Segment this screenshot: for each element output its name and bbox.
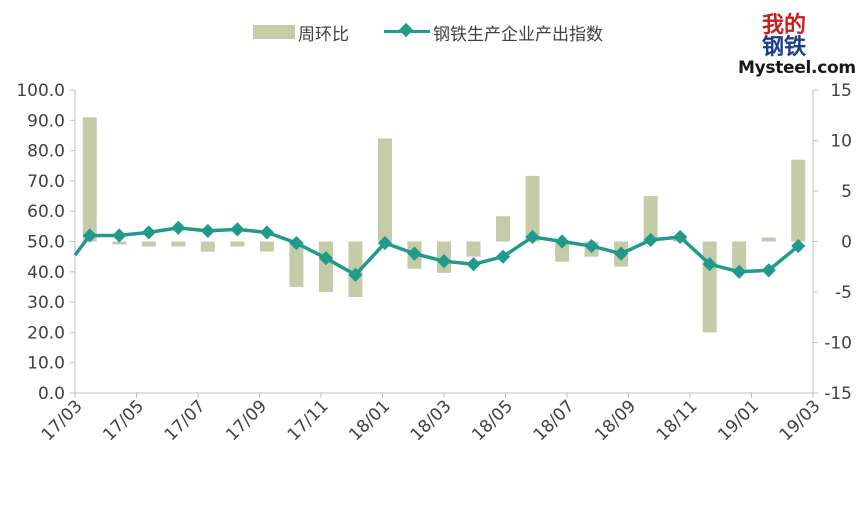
- x-tick-label-7: 18/05: [468, 396, 517, 445]
- axes: [70, 89, 818, 398]
- bar-21: [702, 241, 717, 333]
- bar-6: [259, 241, 274, 252]
- bar-14: [496, 216, 511, 242]
- line-point-2: [112, 228, 127, 243]
- x-tick-label-11: 19/01: [714, 396, 763, 445]
- line-point-23: [732, 264, 747, 279]
- line-point-17: [555, 234, 570, 249]
- bar-series: [82, 117, 806, 333]
- logo-en: Mysteel.com: [738, 58, 856, 78]
- bar-0: [82, 117, 97, 242]
- left-tick-label-7: 70.0: [27, 172, 65, 192]
- line-point-9: [318, 251, 333, 266]
- line-point-18: [584, 238, 599, 254]
- x-tick-label-3: 17/09: [222, 396, 271, 445]
- line-point-12: [407, 246, 422, 261]
- x-tick-label-2: 17/07: [161, 396, 210, 445]
- logo-cn-line1: 我的: [761, 12, 806, 38]
- line-point-7: [259, 225, 274, 240]
- x-tick-label-10: 18/11: [653, 396, 702, 445]
- legend-line-label: 钢铁生产企业产出指数: [433, 25, 603, 45]
- left-tick-label-1: 10.0: [27, 354, 65, 374]
- bar-2: [141, 241, 156, 247]
- line-point-4: [171, 220, 186, 235]
- bar-3: [171, 241, 186, 247]
- bar-16: [555, 241, 570, 262]
- right-tick-label-6: 15: [830, 81, 852, 101]
- left-tick-label-5: 50.0: [27, 233, 65, 253]
- x-tick-label-5: 18/01: [345, 396, 394, 445]
- bar-7: [289, 241, 304, 287]
- line-point-11: [377, 235, 393, 251]
- index-line: [73, 226, 800, 277]
- left-tick-label-10: 100.0: [16, 81, 65, 101]
- bar-13: [466, 241, 481, 257]
- x-tick-label-8: 18/07: [530, 396, 579, 445]
- bar-10: [377, 138, 392, 242]
- left-tick-label-2: 20.0: [27, 323, 65, 343]
- right-tick-label-1: -10: [824, 334, 852, 354]
- line-point-3: [141, 225, 156, 240]
- line-point-6: [230, 222, 245, 237]
- legend-bar-label: 周环比: [298, 25, 349, 45]
- line-point-24: [761, 263, 776, 278]
- bar-23: [761, 237, 776, 242]
- bar-24: [791, 159, 806, 242]
- bar-1: [112, 241, 127, 245]
- left-tick-label-4: 40.0: [27, 263, 65, 283]
- x-tick-label-6: 18/03: [407, 396, 456, 445]
- logo-cn: 我的 钢铁: [758, 14, 810, 58]
- left-tick-label-6: 60.0: [27, 202, 65, 222]
- right-tick-label-4: 5: [841, 182, 852, 202]
- bar-15: [525, 175, 540, 242]
- line-series: [73, 220, 806, 282]
- line-point-5: [200, 223, 215, 238]
- line-point-14: [466, 257, 481, 272]
- right-tick-label-3: 0: [841, 233, 852, 253]
- line-point-10: [348, 267, 363, 282]
- logo-cn-line2: 钢铁: [761, 34, 806, 60]
- legend-line-marker: [398, 22, 414, 38]
- line-point-21: [673, 229, 688, 245]
- x-tick-label-1: 17/05: [99, 396, 148, 445]
- bar-5: [230, 241, 245, 247]
- line-point-25: [791, 238, 806, 254]
- left-tick-label-8: 80.0: [27, 142, 65, 162]
- legend: 周环比 钢铁生产企业产出指数: [0, 18, 864, 48]
- x-tick-label-9: 18/09: [591, 396, 640, 445]
- bar-22: [732, 241, 747, 272]
- bar-4: [200, 241, 215, 252]
- line-point-22: [702, 257, 717, 272]
- line-point-8: [289, 235, 304, 251]
- bar-19: [643, 196, 658, 242]
- right-tick-label-0: -15: [824, 384, 852, 404]
- mysteel-logo: 我的 钢铁 Mysteel.com: [738, 14, 856, 84]
- tick-labels: 0.0 10.0 20.0 30.0 40.0 50.0 60.0 70.0 80.0 90.0 1…: [16, 81, 852, 445]
- left-tick-label-0: 0.0: [38, 384, 65, 404]
- line-point-20: [643, 232, 658, 248]
- line-point-13: [436, 254, 452, 269]
- x-tick-label-4: 17/11: [284, 396, 333, 445]
- left-tick-label-9: 90.0: [27, 111, 65, 131]
- x-tick-label-12: 19/03: [776, 396, 825, 445]
- left-tick-label-3: 30.0: [27, 293, 65, 313]
- legend-bar-swatch: [253, 25, 295, 39]
- right-tick-label-5: 10: [830, 132, 852, 152]
- line-point-16: [525, 229, 540, 245]
- line-point-19: [614, 246, 629, 261]
- line-point-15: [495, 249, 511, 264]
- right-tick-label-2: -5: [835, 283, 852, 303]
- bar-8: [318, 241, 333, 292]
